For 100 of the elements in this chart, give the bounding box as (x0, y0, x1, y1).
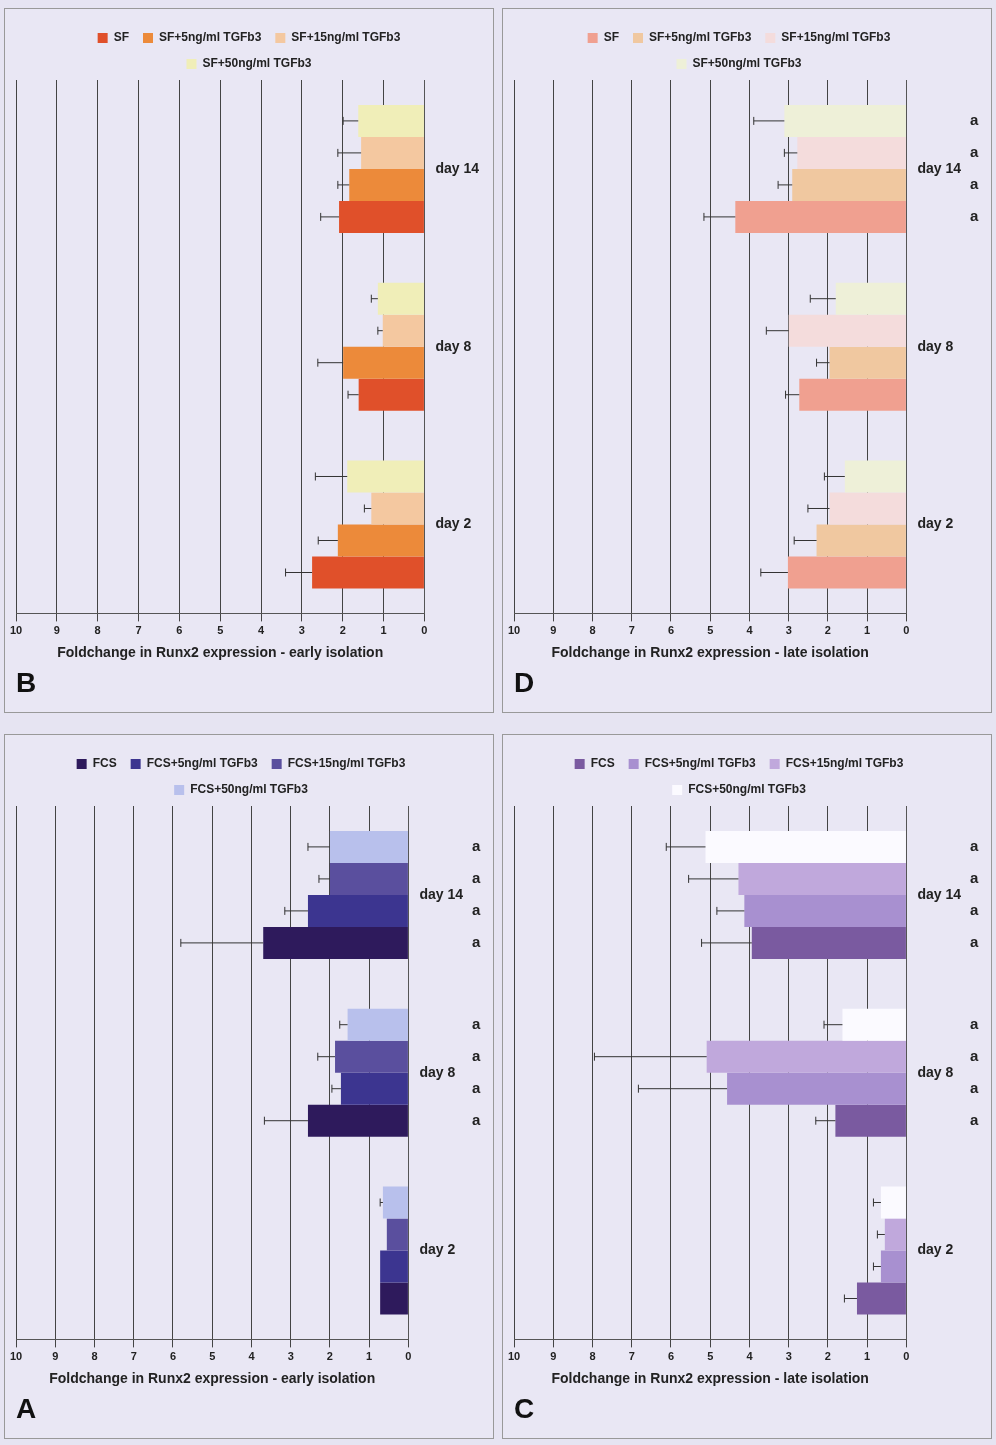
x-tick-label: 5 (209, 1350, 216, 1363)
x-tick-label: 7 (628, 624, 635, 637)
x-tick-label: 4 (257, 624, 265, 637)
x-tick-label: 2 (824, 624, 831, 637)
legend-label: SF+15ng/ml TGFb3 (781, 30, 891, 45)
y-tick-label: day 8 (435, 337, 472, 354)
x-tick-label: 3 (785, 1350, 792, 1363)
x-tick-label: 10 (507, 624, 521, 637)
text: a (970, 933, 979, 951)
x-axis-title: Foldchange in Runx2 expression - late isolation (551, 1369, 869, 1386)
x-axis-title: Foldchange in Runx2 expression - early isolation (49, 1369, 376, 1386)
x-tick-label: 5 (217, 624, 224, 637)
legend-label: SF (603, 30, 619, 45)
x-tick-label: 6 (176, 624, 183, 637)
x-tick-label: 1 (366, 1350, 373, 1363)
x-tick-label: 10 (9, 624, 23, 637)
text: a (472, 869, 481, 887)
y-tick-label: day 2 (419, 1241, 456, 1258)
text: a (970, 1046, 979, 1064)
x-tick-label: 10 (9, 1350, 23, 1363)
y-tick-label: day 2 (917, 515, 954, 532)
x-tick-label: 7 (628, 1350, 635, 1363)
x-tick-label: 0 (421, 624, 428, 637)
text: B (16, 666, 37, 698)
text: a (970, 901, 979, 919)
x-tick-label: 3 (298, 624, 305, 637)
x-tick-label: 9 (550, 1350, 557, 1363)
x-tick-label: 0 (405, 1350, 412, 1363)
y-tick-label: day 8 (917, 1063, 954, 1080)
legend-label: FCS+15ng/ml TGFb3 (287, 756, 406, 771)
legend-label: FCS+5ng/ml TGFb3 (644, 756, 756, 771)
x-tick-label: 7 (135, 624, 142, 637)
x-tick-label: 1 (864, 624, 871, 637)
y-tick-label: day 8 (419, 1063, 456, 1080)
x-tick-label: 5 (707, 624, 714, 637)
text: D (514, 666, 535, 698)
legend-label: SF+15ng/ml TGFb3 (291, 30, 401, 45)
y-tick-label: day 8 (917, 337, 954, 354)
x-tick-label: 3 (287, 1350, 294, 1363)
x-tick-label: 0 (903, 624, 910, 637)
text: a (970, 111, 979, 129)
x-tick-label: 0 (903, 1350, 910, 1363)
text: A (16, 1392, 37, 1424)
x-tick-label: 8 (589, 624, 596, 637)
legend-label: SF+50ng/ml TGFb3 (692, 56, 802, 71)
x-tick-label: 8 (94, 624, 101, 637)
x-axis-title: Foldchange in Runx2 expression - early isolation (57, 643, 384, 660)
text: a (970, 175, 979, 193)
legend-label: FCS (590, 756, 615, 771)
x-tick-label: 2 (339, 624, 346, 637)
legend-label: FCS (92, 756, 117, 771)
x-tick-label: 2 (326, 1350, 333, 1363)
text: C (514, 1392, 535, 1424)
legend-label: FCS+50ng/ml TGFb3 (688, 782, 807, 797)
y-tick-label: day 14 (917, 885, 962, 902)
x-tick-label: 8 (589, 1350, 596, 1363)
text: a (472, 933, 481, 951)
y-tick-label: day 2 (435, 515, 472, 532)
y-tick-label: day 2 (917, 1241, 954, 1258)
text: a (970, 837, 979, 855)
x-tick-label: 5 (707, 1350, 714, 1363)
legend-label: FCS+15ng/ml TGFb3 (785, 756, 904, 771)
x-tick-label: 4 (248, 1350, 256, 1363)
x-tick-label: 4 (746, 624, 754, 637)
text: a (472, 1110, 481, 1128)
text: a (472, 1014, 481, 1032)
x-tick-label: 1 (864, 1350, 871, 1363)
legend-label: FCS+50ng/ml TGFb3 (190, 782, 309, 797)
text: a (472, 1078, 481, 1096)
legend-label: SF+5ng/ml TGFb3 (648, 30, 752, 45)
x-tick-label: 1 (380, 624, 387, 637)
text: a (970, 143, 979, 161)
legend-label: SF+5ng/ml TGFb3 (158, 30, 262, 45)
text: a (970, 1110, 979, 1128)
x-tick-label: 9 (53, 624, 60, 637)
text: a (970, 1078, 979, 1096)
x-tick-label: 4 (746, 1350, 754, 1363)
y-tick-label: day 14 (917, 159, 962, 176)
x-tick-label: 6 (667, 1350, 675, 1363)
y-tick-label: day 14 (435, 159, 480, 176)
text: a (970, 869, 979, 887)
x-axis-title: Foldchange in Runx2 expression - late isolation (551, 643, 869, 660)
legend-label: SF (113, 30, 129, 45)
x-tick-label: 8 (91, 1350, 98, 1363)
x-tick-label: 7 (130, 1350, 137, 1363)
text: a (970, 1014, 979, 1032)
text: a (472, 1046, 481, 1064)
x-tick-label: 3 (785, 624, 792, 637)
x-tick-label: 6 (667, 624, 675, 637)
y-tick-label: day 14 (419, 885, 464, 902)
legend-label: SF+50ng/ml TGFb3 (202, 56, 312, 71)
text: a (970, 207, 979, 225)
x-tick-label: 6 (169, 1350, 177, 1363)
x-tick-label: 9 (550, 624, 557, 637)
x-tick-label: 10 (507, 1350, 521, 1363)
text: a (472, 837, 481, 855)
text: a (472, 901, 481, 919)
x-tick-label: 9 (52, 1350, 59, 1363)
legend-label: FCS+5ng/ml TGFb3 (146, 756, 258, 771)
x-tick-label: 2 (824, 1350, 831, 1363)
